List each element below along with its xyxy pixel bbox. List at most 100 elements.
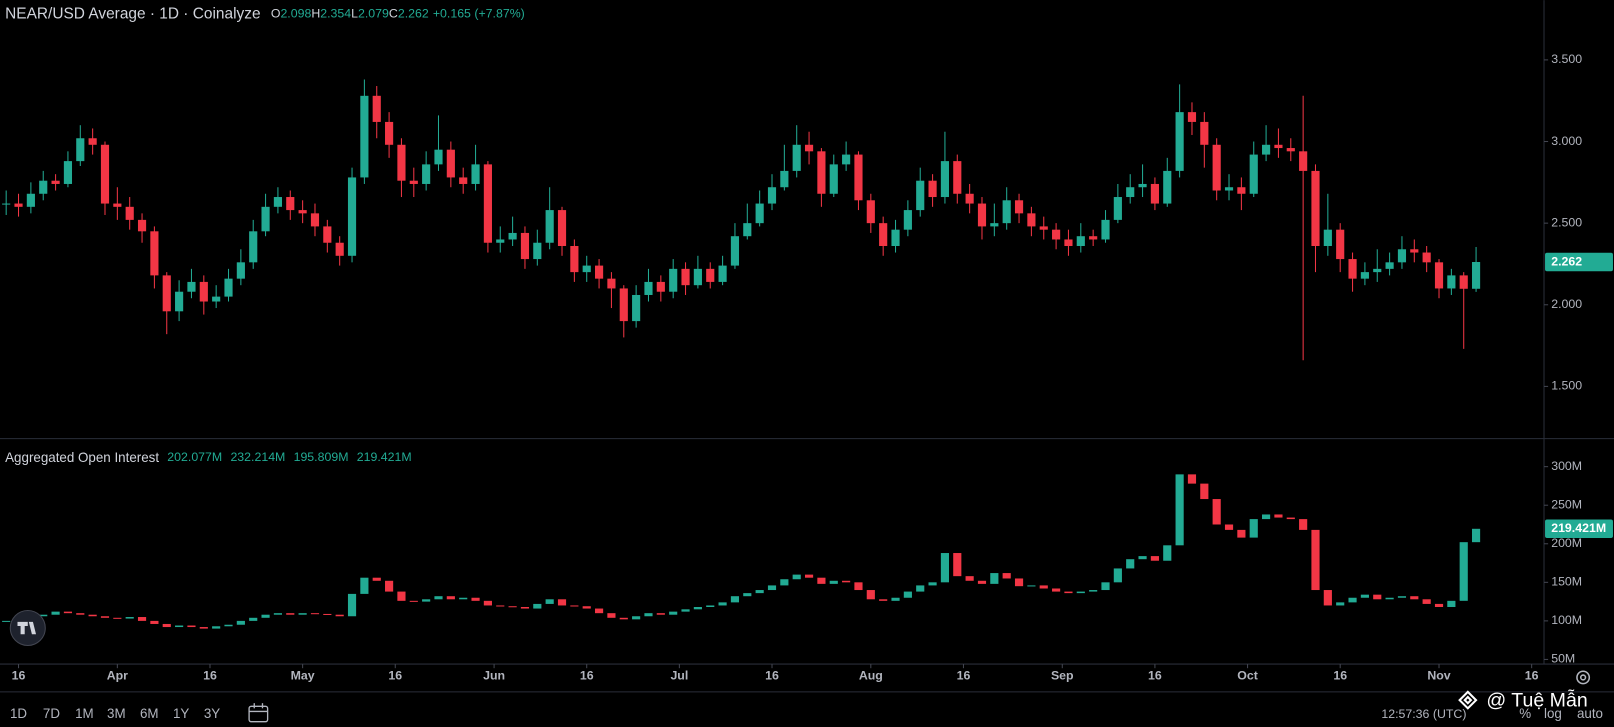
candle-body [113, 203, 122, 207]
candle-body [681, 609, 690, 612]
candle-body [14, 203, 23, 207]
candle-body [446, 596, 455, 600]
candle-body [780, 579, 789, 586]
x-tick-label: 16 [12, 669, 26, 683]
candle-body [261, 206, 270, 232]
candle-body [224, 624, 233, 627]
candle-body [755, 590, 764, 594]
candle-body [1360, 272, 1369, 279]
candle-body [1064, 591, 1073, 594]
candle-body [471, 597, 480, 601]
candle-body [1447, 600, 1456, 608]
candle-body [347, 177, 357, 256]
candle-body [1175, 112, 1184, 171]
y-tick-label: 3.500 [1551, 52, 1582, 66]
range-button[interactable]: 1M [75, 706, 94, 721]
candle-body [347, 593, 357, 617]
candle-body [706, 605, 715, 608]
last-value-badge [1545, 519, 1613, 539]
candle-body [1360, 594, 1369, 598]
candle-body [953, 553, 962, 577]
candle-body [681, 268, 690, 286]
candle-body [520, 607, 530, 609]
candle-body [1150, 556, 1159, 561]
scale-option[interactable]: log [1544, 706, 1562, 721]
candle-body [990, 223, 999, 227]
candle-body [693, 268, 702, 286]
candle-body [385, 121, 394, 145]
candle-body [1187, 112, 1197, 122]
x-tick-label: 16 [388, 669, 402, 683]
candle-body [916, 180, 925, 211]
candle-body [730, 236, 740, 266]
range-button[interactable]: 6M [140, 706, 159, 721]
candle-body [780, 170, 789, 188]
candle-body [51, 180, 60, 184]
candle-body [1397, 249, 1407, 263]
candle-body [1027, 585, 1036, 587]
candle-body [557, 210, 567, 247]
x-tick-label: Sep [1051, 669, 1074, 683]
candle-body [310, 213, 320, 227]
candle-body [582, 265, 591, 273]
candle-body [1249, 519, 1258, 538]
candle-body [459, 177, 468, 184]
candle-body [372, 95, 381, 122]
candle-body [669, 611, 678, 615]
candle-body [743, 593, 752, 597]
candle-body [1064, 239, 1073, 247]
range-button[interactable]: 3M [107, 706, 126, 721]
candle-body [656, 613, 665, 615]
candle-body [1373, 594, 1382, 600]
candle-body [1212, 144, 1221, 191]
candle-body [1323, 590, 1332, 606]
scale-options: % log auto [1519, 706, 1603, 721]
candle-body [125, 206, 134, 220]
candle-body [755, 203, 764, 224]
settings-icon[interactable] [1576, 670, 1591, 685]
candle-body [607, 278, 616, 289]
candle-body [273, 197, 282, 207]
candle-body [1311, 170, 1320, 247]
candle-body [1113, 568, 1122, 583]
range-button[interactable]: 7D [43, 706, 60, 721]
candle-body [1052, 229, 1061, 240]
scale-option[interactable]: % [1519, 706, 1531, 721]
x-tick-label: 16 [957, 669, 971, 683]
y-tick-label: 50M [1551, 652, 1575, 666]
x-tick-label: 16 [1148, 669, 1162, 683]
candle-body [1014, 200, 1024, 214]
candle-body [829, 164, 838, 194]
candle-body [100, 616, 110, 618]
candle-body [137, 617, 147, 621]
candle-body [804, 144, 814, 152]
range-button[interactable]: 1Y [173, 706, 189, 721]
candle-body [891, 229, 900, 247]
candle-body [619, 288, 628, 322]
x-tick-label: May [291, 669, 315, 683]
last-value-label: 219.421M [1551, 521, 1606, 535]
range-button[interactable]: 3Y [204, 706, 220, 721]
candle-body [1274, 514, 1283, 518]
candle-body [594, 608, 604, 614]
candle-body [446, 149, 455, 178]
candle-body [187, 281, 196, 292]
scale-option[interactable]: auto [1577, 706, 1603, 721]
calendar-icon[interactable] [248, 703, 269, 723]
ohlc-key: O [271, 7, 281, 21]
candle-body [804, 574, 814, 578]
candle-body [1373, 268, 1382, 273]
candle-body [1138, 556, 1147, 560]
candle-body [199, 281, 208, 302]
range-button[interactable]: 1D [10, 706, 27, 721]
candle-body [1126, 559, 1135, 569]
candle-body [730, 596, 740, 603]
candle-body [323, 226, 332, 243]
oi-legend: Aggregated Open Interest 202.077M 232.214M… [5, 450, 411, 465]
ohlc-key: H [311, 7, 320, 21]
candle-body [1002, 200, 1011, 224]
oi-value: 195.809M [294, 450, 349, 464]
candle-body [1471, 262, 1481, 289]
candle-body [1163, 170, 1172, 204]
